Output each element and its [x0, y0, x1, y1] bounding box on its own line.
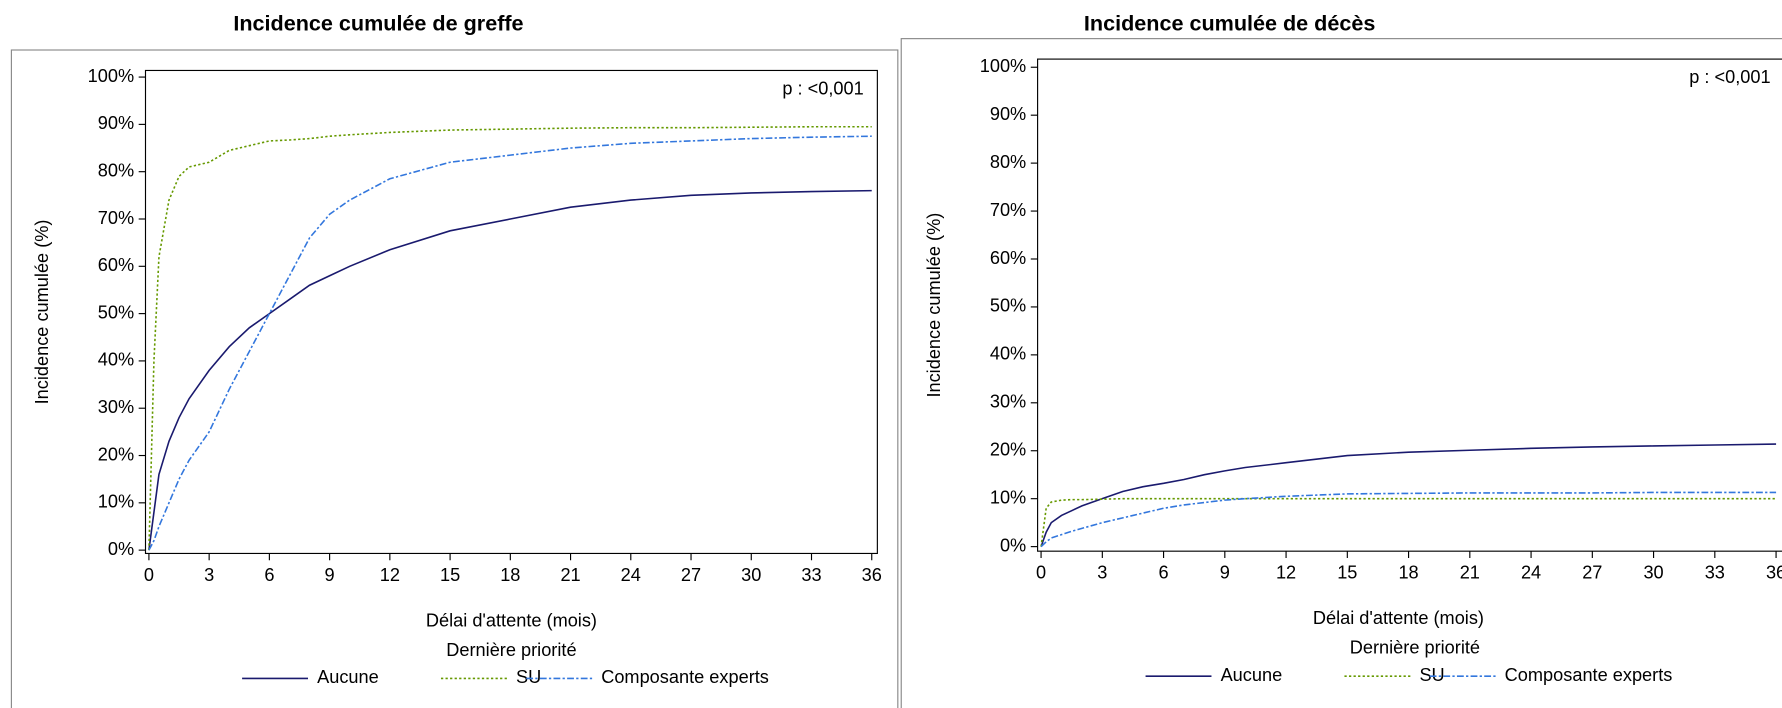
y-tick-label: 0%: [108, 539, 134, 559]
plot-area: [144, 69, 878, 555]
x-tick-label: 9: [1220, 563, 1230, 583]
x-tick-label: 27: [681, 565, 701, 585]
y-tick-label: 80%: [990, 152, 1026, 172]
y-tick-label: 50%: [98, 302, 134, 322]
legend-label: SU: [1419, 665, 1444, 685]
x-tick-label: 0: [144, 565, 154, 585]
legend-label: Aucune: [317, 667, 379, 687]
annotation: p : <0,001: [782, 79, 863, 99]
y-tick-label: 70%: [990, 200, 1026, 220]
x-tick-label: 3: [1097, 563, 1107, 583]
legend-title: Dernière priorité: [446, 640, 576, 660]
x-tick-label: 30: [741, 565, 761, 585]
series-line: [148, 189, 872, 551]
y-tick-label: 100%: [88, 66, 134, 86]
x-tick-label: 21: [1460, 563, 1480, 583]
chart-title: Incidence cumulée de greffe: [233, 11, 523, 36]
x-tick-label: 18: [500, 565, 520, 585]
legend-label: Composante experts: [1505, 665, 1673, 685]
x-tick-label: 30: [1643, 563, 1663, 583]
series-line: [1040, 443, 1777, 547]
x-tick-label: 33: [1705, 563, 1725, 583]
legend-title: Dernière priorité: [1350, 638, 1480, 658]
y-tick-label: 30%: [98, 397, 134, 417]
x-tick-label: 15: [1337, 563, 1357, 583]
y-tick-label: 30%: [990, 392, 1026, 412]
y-tick-label: 40%: [990, 344, 1026, 364]
legend-label: Aucune: [1221, 665, 1283, 685]
x-tick-label: 9: [325, 565, 335, 585]
plot-area: [1037, 58, 1782, 552]
chart-title: Incidence cumulée de décès: [1084, 11, 1375, 36]
x-tick-label: 6: [1159, 563, 1169, 583]
series-line: [148, 125, 872, 551]
x-tick-label: 3: [204, 565, 214, 585]
y-tick-label: 80%: [98, 160, 134, 180]
y-tick-label: 10%: [990, 487, 1026, 507]
x-tick-label: 0: [1036, 563, 1046, 583]
y-tick-label: 0%: [1000, 535, 1026, 555]
x-tick-label: 12: [380, 565, 400, 585]
y-tick-label: 20%: [990, 440, 1026, 460]
panel-frame: [900, 38, 1782, 708]
x-tick-label: 15: [440, 565, 460, 585]
panel-frame: [10, 49, 899, 708]
series-line: [1040, 491, 1777, 548]
y-tick-label: 10%: [98, 492, 134, 512]
x-tick-label: 36: [862, 565, 882, 585]
x-tick-label: 33: [801, 565, 821, 585]
y-tick-label: 60%: [990, 248, 1026, 268]
x-tick-label: 27: [1582, 563, 1602, 583]
y-axis-label: Incidence cumulée (%): [32, 220, 52, 405]
legend-label: SU: [516, 667, 541, 687]
annotation: p : <0,001: [1689, 67, 1770, 87]
y-tick-label: 100%: [980, 56, 1026, 76]
x-axis-label: Délai d'attente (mois): [1313, 608, 1484, 628]
y-tick-label: 50%: [990, 296, 1026, 316]
x-tick-label: 21: [560, 565, 580, 585]
y-tick-label: 40%: [98, 350, 134, 370]
series-line: [1040, 497, 1777, 547]
y-tick-label: 90%: [990, 104, 1026, 124]
x-tick-label: 18: [1398, 563, 1418, 583]
x-axis-label: Délai d'attente (mois): [426, 610, 597, 630]
x-tick-label: 36: [1766, 563, 1782, 583]
y-tick-label: 20%: [98, 444, 134, 464]
y-axis-label: Incidence cumulée (%): [924, 213, 944, 398]
y-tick-label: 70%: [98, 208, 134, 228]
x-tick-label: 12: [1276, 563, 1296, 583]
legend-label: Composante experts: [601, 667, 769, 687]
x-tick-label: 6: [264, 565, 274, 585]
y-tick-label: 90%: [98, 113, 134, 133]
x-tick-label: 24: [621, 565, 641, 585]
x-tick-label: 24: [1521, 563, 1541, 583]
series-line: [148, 135, 872, 551]
y-tick-label: 60%: [98, 255, 134, 275]
